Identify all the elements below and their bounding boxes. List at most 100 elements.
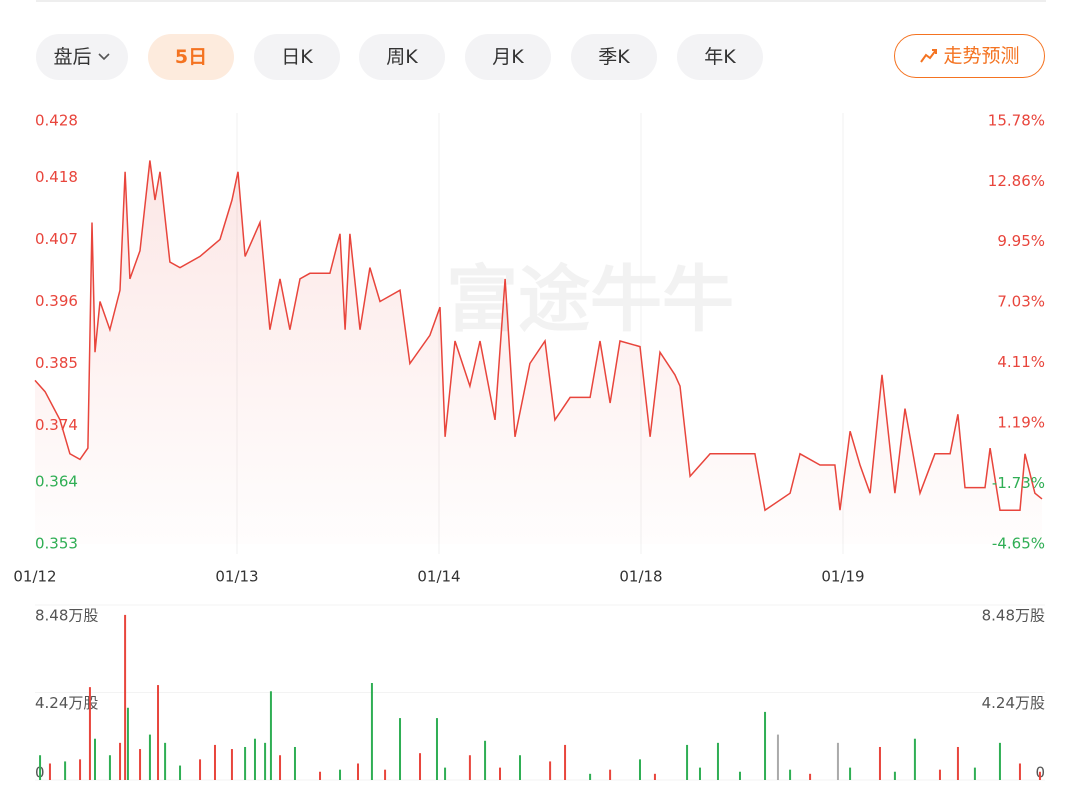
forecast-button[interactable]: 走势预测 [894,34,1045,78]
y-tick-label: 0.364 [35,472,78,490]
y2-tick-label: -1.73% [992,474,1045,492]
volume-bar [119,742,122,780]
x-tick-label: 01/12 [13,568,56,586]
y2-tick-label: 1.19% [997,414,1045,432]
volume-bar [384,769,387,780]
volume-bar [716,742,719,780]
volume-bar [564,744,567,780]
y2-tick-label: 4.11% [997,353,1045,371]
tab[interactable]: 盘后 [36,34,128,80]
tab-label: 5日 [174,46,208,68]
volume-bar [79,759,82,780]
price-line [34,160,1043,512]
volume-bar [93,738,96,780]
tab[interactable]: 周K [359,34,445,80]
volume-bar [849,767,852,780]
volume-bar [419,753,422,780]
volume-bar [913,738,916,780]
volume-bar [399,718,402,780]
volume-bar [589,773,592,780]
price-area [35,160,1042,544]
volume-bar [893,771,896,780]
volume-bar [444,767,447,780]
tab-label: 季K [598,46,630,68]
tab[interactable]: 年K [677,34,763,80]
chevron [97,53,110,61]
y-tick-label: 8.48万股 [982,607,1045,625]
y-tick-label: 0.428 [35,112,78,130]
x-tick-label: 01/13 [215,568,258,586]
volume-bar [764,711,767,780]
tab[interactable]: 季K [571,34,657,80]
volume-bar [244,746,247,780]
volume-bar [230,749,233,780]
volume-bar [738,771,741,780]
volume-bar [164,742,167,780]
volume-bar [253,738,256,780]
volume-bar [339,769,342,780]
volume-bar [776,734,779,780]
tab-label: 盘后 [53,46,92,68]
volume-bar [293,746,296,780]
divider [36,0,1046,2]
tab-label: 日K [281,46,313,68]
volume-bar [653,773,656,780]
volume-bar [638,759,641,780]
tab[interactable]: 5日 [148,34,234,80]
y-tick-label: 0.374 [35,416,78,434]
volume-bar [39,755,42,780]
volume-bar [124,614,127,780]
volume-bar [789,769,792,780]
forecast-icon [920,49,938,63]
tab-label: 年K [704,46,736,68]
volume-bar [319,771,322,780]
y-tick-label: 8.48万股 [35,607,98,625]
volume-bar [1018,763,1021,780]
x-tick-label: 01/18 [619,568,662,586]
y2-tick-label: 9.95% [997,232,1045,250]
forecast-label: 走势预测 [943,45,1020,67]
tab-label: 月K [492,46,524,68]
volume-bar [148,734,151,780]
volume-bar [973,767,976,780]
y2-tick-label: -4.65% [992,535,1045,553]
y2-tick-label: 12.86% [988,172,1045,190]
volume-bar [88,687,91,780]
volume-bar [1038,771,1041,780]
volume-bar [279,755,282,780]
volume-bar [126,707,129,780]
y-tick-label: 4.24万股 [35,694,98,712]
volume-bar [199,759,202,780]
tab-label: 周K [386,46,418,68]
tab[interactable]: 日K [254,34,340,80]
volume-bar [213,744,216,780]
volume-bar [519,755,522,780]
x-tick-label: 01/19 [821,568,864,586]
volume-bar [48,763,51,780]
volume-bar [499,767,502,780]
tab[interactable]: 月K [465,34,551,80]
y-tick-label: 0.407 [35,230,78,248]
volume-bar [938,769,941,780]
volume-bar [998,742,1001,780]
volume-bar [549,761,552,780]
y-tick-label: 4.24万股 [982,694,1045,712]
volume-bar [139,749,142,780]
watermark: 富途牛牛 [446,258,734,342]
volume-bar [956,746,959,780]
volume-bar [468,755,471,780]
volume-bar [356,763,359,780]
volume-bar [179,765,182,780]
volume-bar [64,761,67,780]
y-tick-label: 0.418 [35,168,78,186]
volume-bar [269,691,272,780]
volume-bar [108,755,111,780]
y2-tick-label: 15.78% [988,112,1045,130]
volume-bar [370,683,373,780]
y-tick-label: 0.396 [35,292,78,310]
volume-bar [484,740,487,780]
volume-bar [878,746,881,780]
volume-bar [157,685,160,780]
